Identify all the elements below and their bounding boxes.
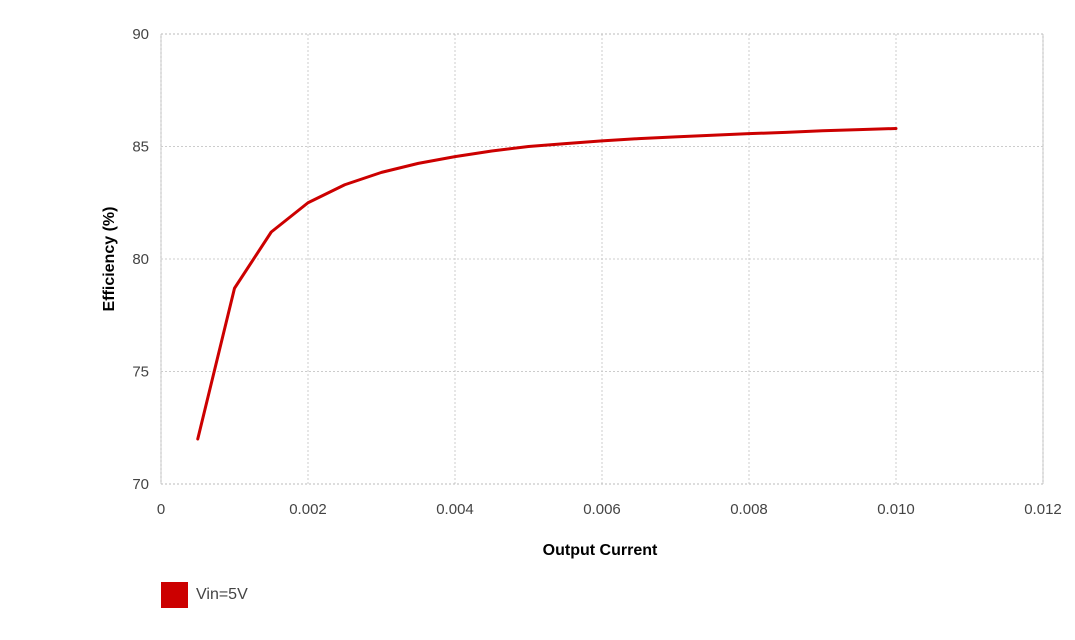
legend: Vin=5V — [161, 582, 248, 608]
series-line-vin-5v — [196, 127, 898, 441]
y-tick-label: 70 — [132, 476, 149, 493]
x-tick-label: 0.004 — [436, 501, 474, 518]
series-lines — [196, 127, 898, 441]
y-tick-label: 90 — [132, 26, 149, 43]
x-tick-label: 0.008 — [730, 501, 768, 518]
y-axis-title: Efficiency (%) — [101, 207, 118, 312]
legend-swatch-vin-5v — [161, 582, 188, 608]
y-tick-label: 85 — [132, 139, 149, 156]
x-tick-label: 0.012 — [1024, 501, 1062, 518]
y-tick-label: 75 — [132, 364, 149, 381]
x-tick-label: 0 — [157, 501, 165, 518]
x-axis-ticks: 0 0.002 0.004 0.006 0.008 0.010 0.012 — [157, 501, 1062, 518]
plot-frame — [160, 33, 1044, 485]
x-tick-label: 0.010 — [877, 501, 915, 518]
y-tick-label: 80 — [132, 251, 149, 268]
x-tick-label: 0.006 — [583, 501, 621, 518]
y-axis-ticks: 70 75 80 85 90 — [132, 26, 149, 493]
grid — [160, 33, 1044, 485]
x-axis-title: Output Current — [543, 542, 658, 559]
x-tick-label: 0.002 — [289, 501, 327, 518]
legend-label-vin-5v: Vin=5V — [196, 586, 248, 603]
